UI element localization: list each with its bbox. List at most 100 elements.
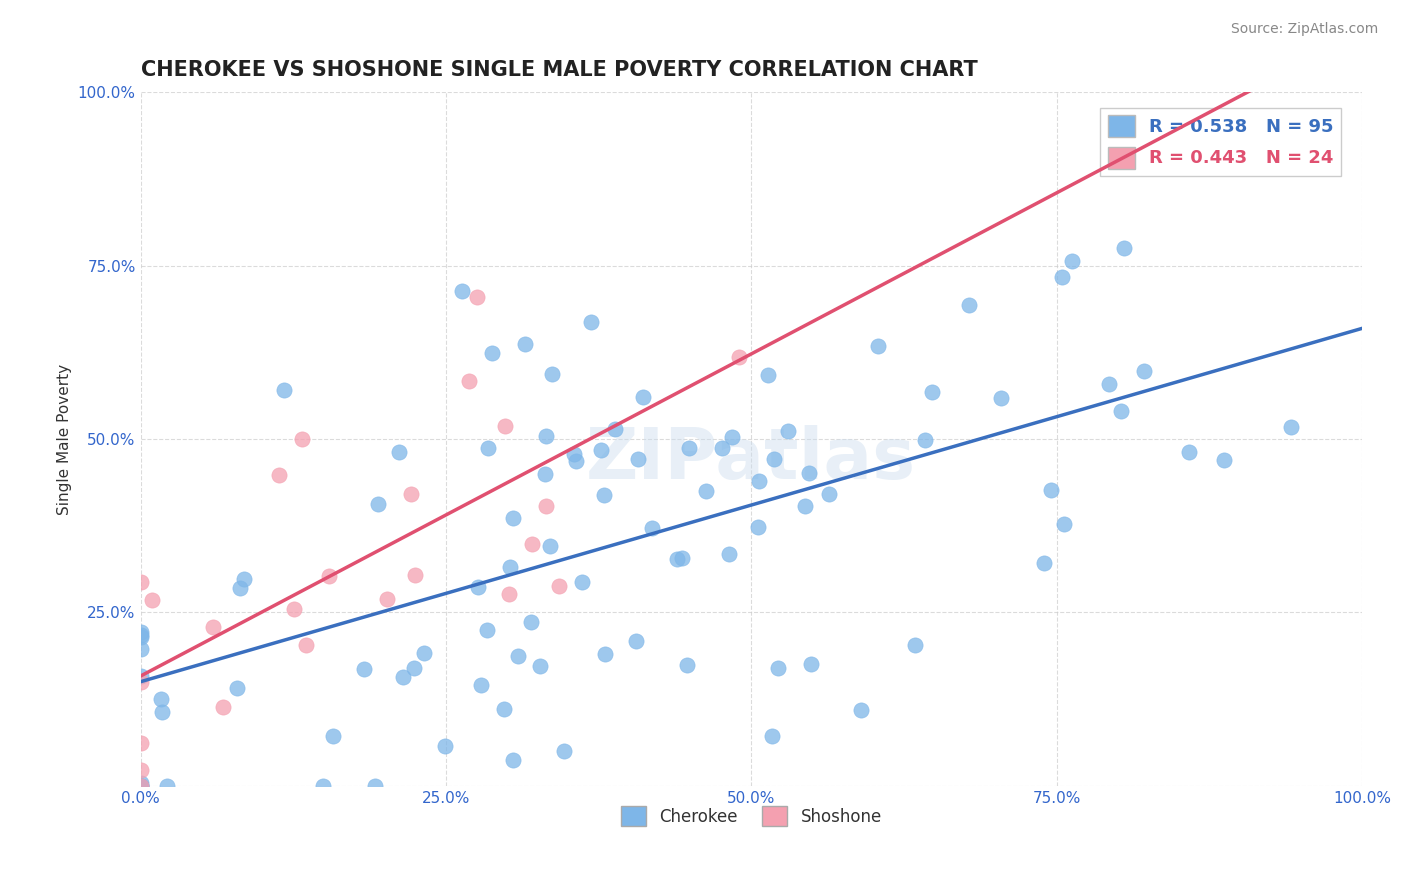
Point [129, 779, 152, 793]
Point [481, 346, 503, 360]
Point [529, 658, 551, 673]
Point [1177, 445, 1199, 459]
Point [595, 647, 617, 661]
Point [766, 661, 789, 675]
Point [322, 729, 344, 743]
Point [129, 630, 152, 644]
Point [129, 675, 152, 690]
Text: CHEROKEE VS SHOSHONE SINGLE MALE POVERTY CORRELATION CHART: CHEROKEE VS SHOSHONE SINGLE MALE POVERTY… [141, 60, 977, 79]
Point [465, 290, 488, 304]
Point [800, 657, 823, 671]
Point [631, 390, 654, 404]
Point [129, 775, 152, 789]
Point [1213, 453, 1236, 467]
Point [818, 487, 841, 501]
Point [477, 442, 499, 456]
Point [129, 642, 152, 657]
Point [433, 739, 456, 753]
Point [1133, 364, 1156, 378]
Point [579, 315, 602, 329]
Point [522, 537, 544, 551]
Point [391, 670, 413, 684]
Point [353, 661, 375, 675]
Point [727, 350, 749, 364]
Point [761, 730, 783, 744]
Point [914, 433, 936, 447]
Point [508, 648, 530, 663]
Point [541, 367, 564, 381]
Point [513, 336, 536, 351]
Point [671, 551, 693, 566]
Text: ZIPatlas: ZIPatlas [586, 425, 917, 494]
Point [1050, 270, 1073, 285]
Point [1098, 377, 1121, 392]
Point [149, 692, 172, 706]
Point [720, 430, 742, 444]
Point [678, 441, 700, 455]
Point [571, 575, 593, 590]
Point [129, 669, 152, 683]
Point [150, 706, 173, 720]
Point [536, 499, 558, 513]
Point [499, 559, 522, 574]
Point [129, 574, 152, 589]
Point [502, 753, 524, 767]
Point [1112, 241, 1135, 255]
Point [1053, 517, 1076, 532]
Point [748, 475, 770, 489]
Point [402, 660, 425, 674]
Point [494, 702, 516, 716]
Point [141, 593, 163, 607]
Point [273, 383, 295, 397]
Point [747, 520, 769, 534]
Point [129, 763, 152, 777]
Point [641, 520, 664, 534]
Point [1032, 556, 1054, 570]
Point [155, 779, 177, 793]
Point [904, 638, 927, 652]
Point [793, 499, 815, 513]
Point [756, 368, 779, 383]
Point [212, 699, 235, 714]
Point [562, 447, 585, 461]
Point [451, 284, 474, 298]
Point [129, 625, 152, 640]
Point [1060, 253, 1083, 268]
Point [666, 551, 689, 566]
Point [229, 581, 252, 595]
Point [547, 579, 569, 593]
Point [538, 540, 561, 554]
Point [470, 678, 492, 692]
Point [269, 467, 291, 482]
Point [129, 779, 152, 793]
Point [778, 424, 800, 438]
Point [851, 703, 873, 717]
Point [226, 681, 249, 696]
Point [710, 441, 733, 455]
Point [797, 466, 820, 480]
Point [388, 445, 411, 459]
Point [367, 496, 389, 510]
Point [1040, 483, 1063, 497]
Point [627, 452, 650, 467]
Point [534, 429, 557, 443]
Legend: Cherokee, Shoshone: Cherokee, Shoshone [614, 799, 889, 833]
Point [1109, 404, 1132, 418]
Point [283, 602, 305, 616]
Point [718, 547, 741, 561]
Point [129, 779, 152, 793]
Point [129, 736, 152, 750]
Point [377, 591, 399, 606]
Point [404, 567, 426, 582]
Y-axis label: Single Male Poverty: Single Male Poverty [58, 363, 72, 515]
Point [129, 779, 152, 793]
Point [318, 569, 340, 583]
Point [399, 487, 422, 501]
Point [475, 623, 498, 637]
Point [498, 587, 520, 601]
Point [494, 419, 516, 434]
Point [990, 391, 1012, 405]
Point [129, 628, 152, 642]
Point [519, 615, 541, 629]
Point [565, 454, 588, 468]
